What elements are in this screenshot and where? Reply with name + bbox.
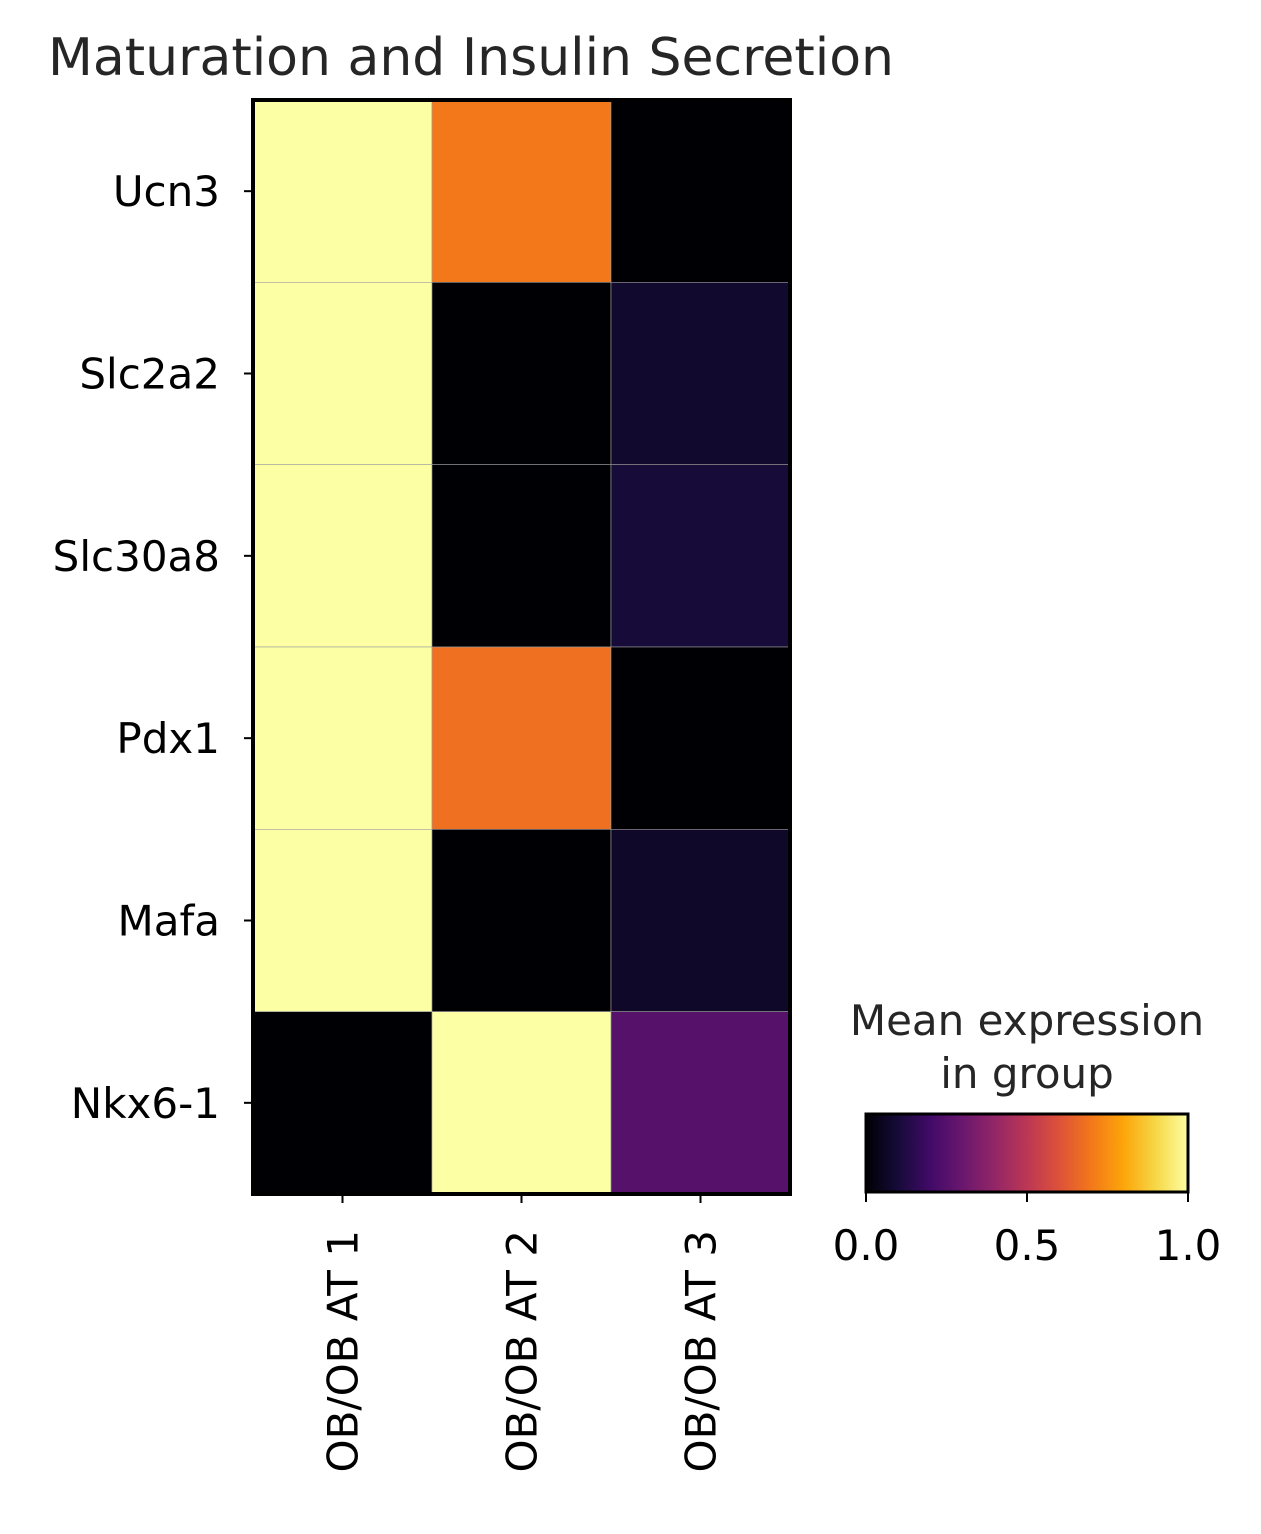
colorbar-title-line2: in group — [940, 1049, 1114, 1098]
heatmap-cell — [252, 829, 433, 1012]
heatmap-cell — [431, 99, 612, 283]
heatmap-cell — [610, 829, 791, 1012]
column-label: OB/OB AT 2 — [498, 1230, 547, 1472]
colorbar-title-line1: Mean expression — [850, 996, 1204, 1045]
column-label: OB/OB AT 3 — [677, 1230, 726, 1472]
heatmap-cell — [431, 829, 612, 1012]
heatmap-cell — [610, 646, 791, 830]
heatmap-cell — [610, 464, 791, 648]
heatmap-cell — [252, 99, 433, 283]
heatmap-cells — [252, 99, 791, 1195]
row-label: Mafa — [118, 897, 221, 946]
row-label: Nkx6-1 — [71, 1079, 220, 1128]
heatmap-cell — [431, 282, 612, 465]
heatmap-cell — [252, 646, 433, 830]
row-label: Slc30a8 — [53, 532, 220, 581]
colorbar-tick-label: 0.0 — [833, 1221, 900, 1270]
heatmap-cell — [610, 282, 791, 465]
heatmap-cell — [431, 1011, 612, 1195]
colorbar-tick-label: 1.0 — [1155, 1221, 1222, 1270]
heatmap-cell — [610, 99, 791, 283]
row-label: Slc2a2 — [79, 350, 220, 399]
row-label: Ucn3 — [113, 167, 220, 216]
colorbar-tick-label: 0.5 — [994, 1221, 1061, 1270]
colorbar-gradient — [864, 1112, 1190, 1194]
column-label: OB/OB AT 1 — [319, 1230, 368, 1472]
heatmap-cell — [431, 464, 612, 648]
heatmap-cell — [610, 1011, 791, 1195]
chart-title: Maturation and Insulin Secretion — [48, 28, 894, 88]
heatmap-cell — [431, 646, 612, 830]
heatmap-cell — [252, 1011, 433, 1195]
row-label: Pdx1 — [116, 714, 220, 763]
colorbar: Mean expression in group 0.0 0.5 1.0 — [833, 996, 1222, 1270]
heatmap-cell — [252, 464, 433, 648]
row-labels: Ucn3 Slc2a2 Slc30a8 Pdx1 Mafa Nkx6-1 — [53, 167, 253, 1128]
heatmap-cell — [252, 282, 433, 465]
colorbar-ticks: 0.0 0.5 1.0 — [833, 1192, 1222, 1270]
column-labels: OB/OB AT 1 OB/OB AT 2 OB/OB AT 3 — [319, 1194, 726, 1472]
